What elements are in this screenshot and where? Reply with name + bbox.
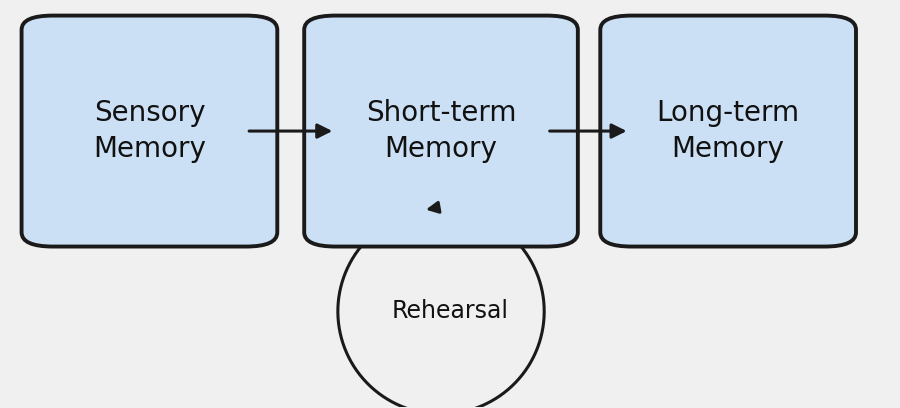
Text: Rehearsal: Rehearsal bbox=[392, 299, 508, 324]
FancyBboxPatch shape bbox=[600, 16, 856, 246]
FancyBboxPatch shape bbox=[304, 16, 578, 246]
FancyBboxPatch shape bbox=[22, 16, 277, 246]
Text: Sensory
Memory: Sensory Memory bbox=[93, 99, 206, 163]
Text: Short-term
Memory: Short-term Memory bbox=[365, 99, 517, 163]
Text: Long-term
Memory: Long-term Memory bbox=[657, 99, 800, 163]
